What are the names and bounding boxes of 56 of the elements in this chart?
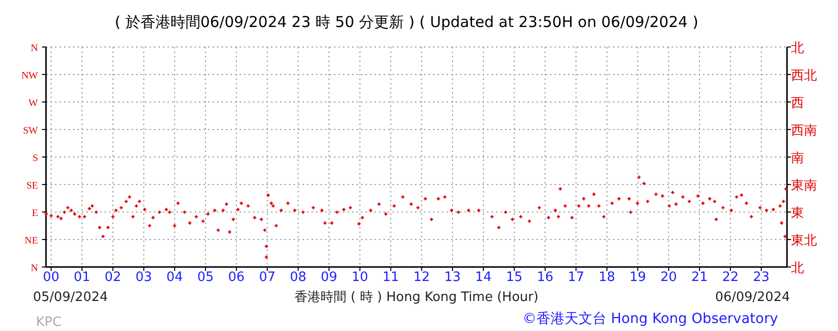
x-tick-label: 06	[228, 270, 245, 285]
right-label: 西北	[786, 68, 817, 84]
ref-line-label: SW	[23, 125, 39, 136]
ref-y: NW	[21, 70, 788, 82]
ref-y: S	[32, 153, 788, 164]
x-tick-label: 08	[290, 270, 306, 285]
x-tick-label: 03	[136, 270, 152, 285]
x-tick-label: 04	[166, 270, 183, 285]
ref-y: W	[28, 98, 788, 109]
x-tick-label: 05	[197, 270, 214, 285]
x-tick-label: 16	[536, 270, 554, 285]
chart-title: ( 於香港時間06/09/2024 23 時 50 分更新 ) ( Updated at 23:50H on 06/09/2024 )	[114, 13, 698, 31]
x-tick-label: 19	[630, 270, 646, 285]
x-tick-label: 13	[444, 270, 461, 285]
ref-y: SE	[26, 180, 788, 192]
ref-line-label: SE	[26, 180, 38, 192]
x-tick-label: 10	[352, 270, 368, 285]
x-tick-label: 22	[722, 270, 739, 285]
ref-y: N	[30, 43, 788, 54]
ref-line-label: E	[32, 208, 38, 220]
right-label: 西	[786, 96, 804, 111]
right-label: 東南	[786, 178, 817, 194]
x-tick-label: 00	[42, 270, 60, 285]
ref-y: E	[32, 208, 788, 220]
x-tick-label: 21	[691, 270, 708, 285]
text: KPC	[36, 315, 62, 330]
right-label: 南	[786, 151, 804, 166]
right-label: 西南	[786, 123, 817, 138]
right-label: 北	[786, 261, 804, 276]
text: 06/09/2024	[715, 290, 790, 305]
x-tick-label: 17	[568, 270, 584, 285]
ref-line-label: S	[32, 153, 38, 164]
ref-line-label: N	[30, 43, 38, 54]
x-tick-label: 01	[74, 270, 90, 285]
x-tick-label: 11	[382, 270, 400, 285]
x-tick-label: 12	[413, 270, 430, 285]
x-tick-label: 07	[259, 270, 276, 285]
text: ©香港天文台 Hong Kong Observatory	[522, 311, 778, 327]
right-label: 東	[786, 206, 804, 222]
ref-line-label: N	[30, 263, 38, 274]
x-tick-label: 20	[660, 270, 677, 285]
x-tick-label: 15	[506, 270, 523, 285]
x-tick-label: 23	[753, 270, 770, 285]
right-label: 東北	[786, 234, 817, 248]
x-tick-label: 18	[598, 270, 616, 285]
ref-y: SW	[23, 125, 788, 136]
ref-line-label: NW	[21, 70, 39, 82]
ref-line-label: NE	[24, 236, 38, 247]
text: 05/09/2024	[33, 290, 108, 305]
x-tick-label: 02	[104, 270, 122, 285]
x-tick-label: 14	[475, 270, 492, 285]
ref-y: NE	[24, 236, 788, 246]
right-label: 北	[786, 41, 804, 56]
ref-line-label: W	[28, 98, 39, 109]
x-tick-label: 09	[320, 270, 338, 285]
x-axis-title: 香港時間 ( 時 ) Hong Kong Time (Hour)	[294, 290, 538, 305]
